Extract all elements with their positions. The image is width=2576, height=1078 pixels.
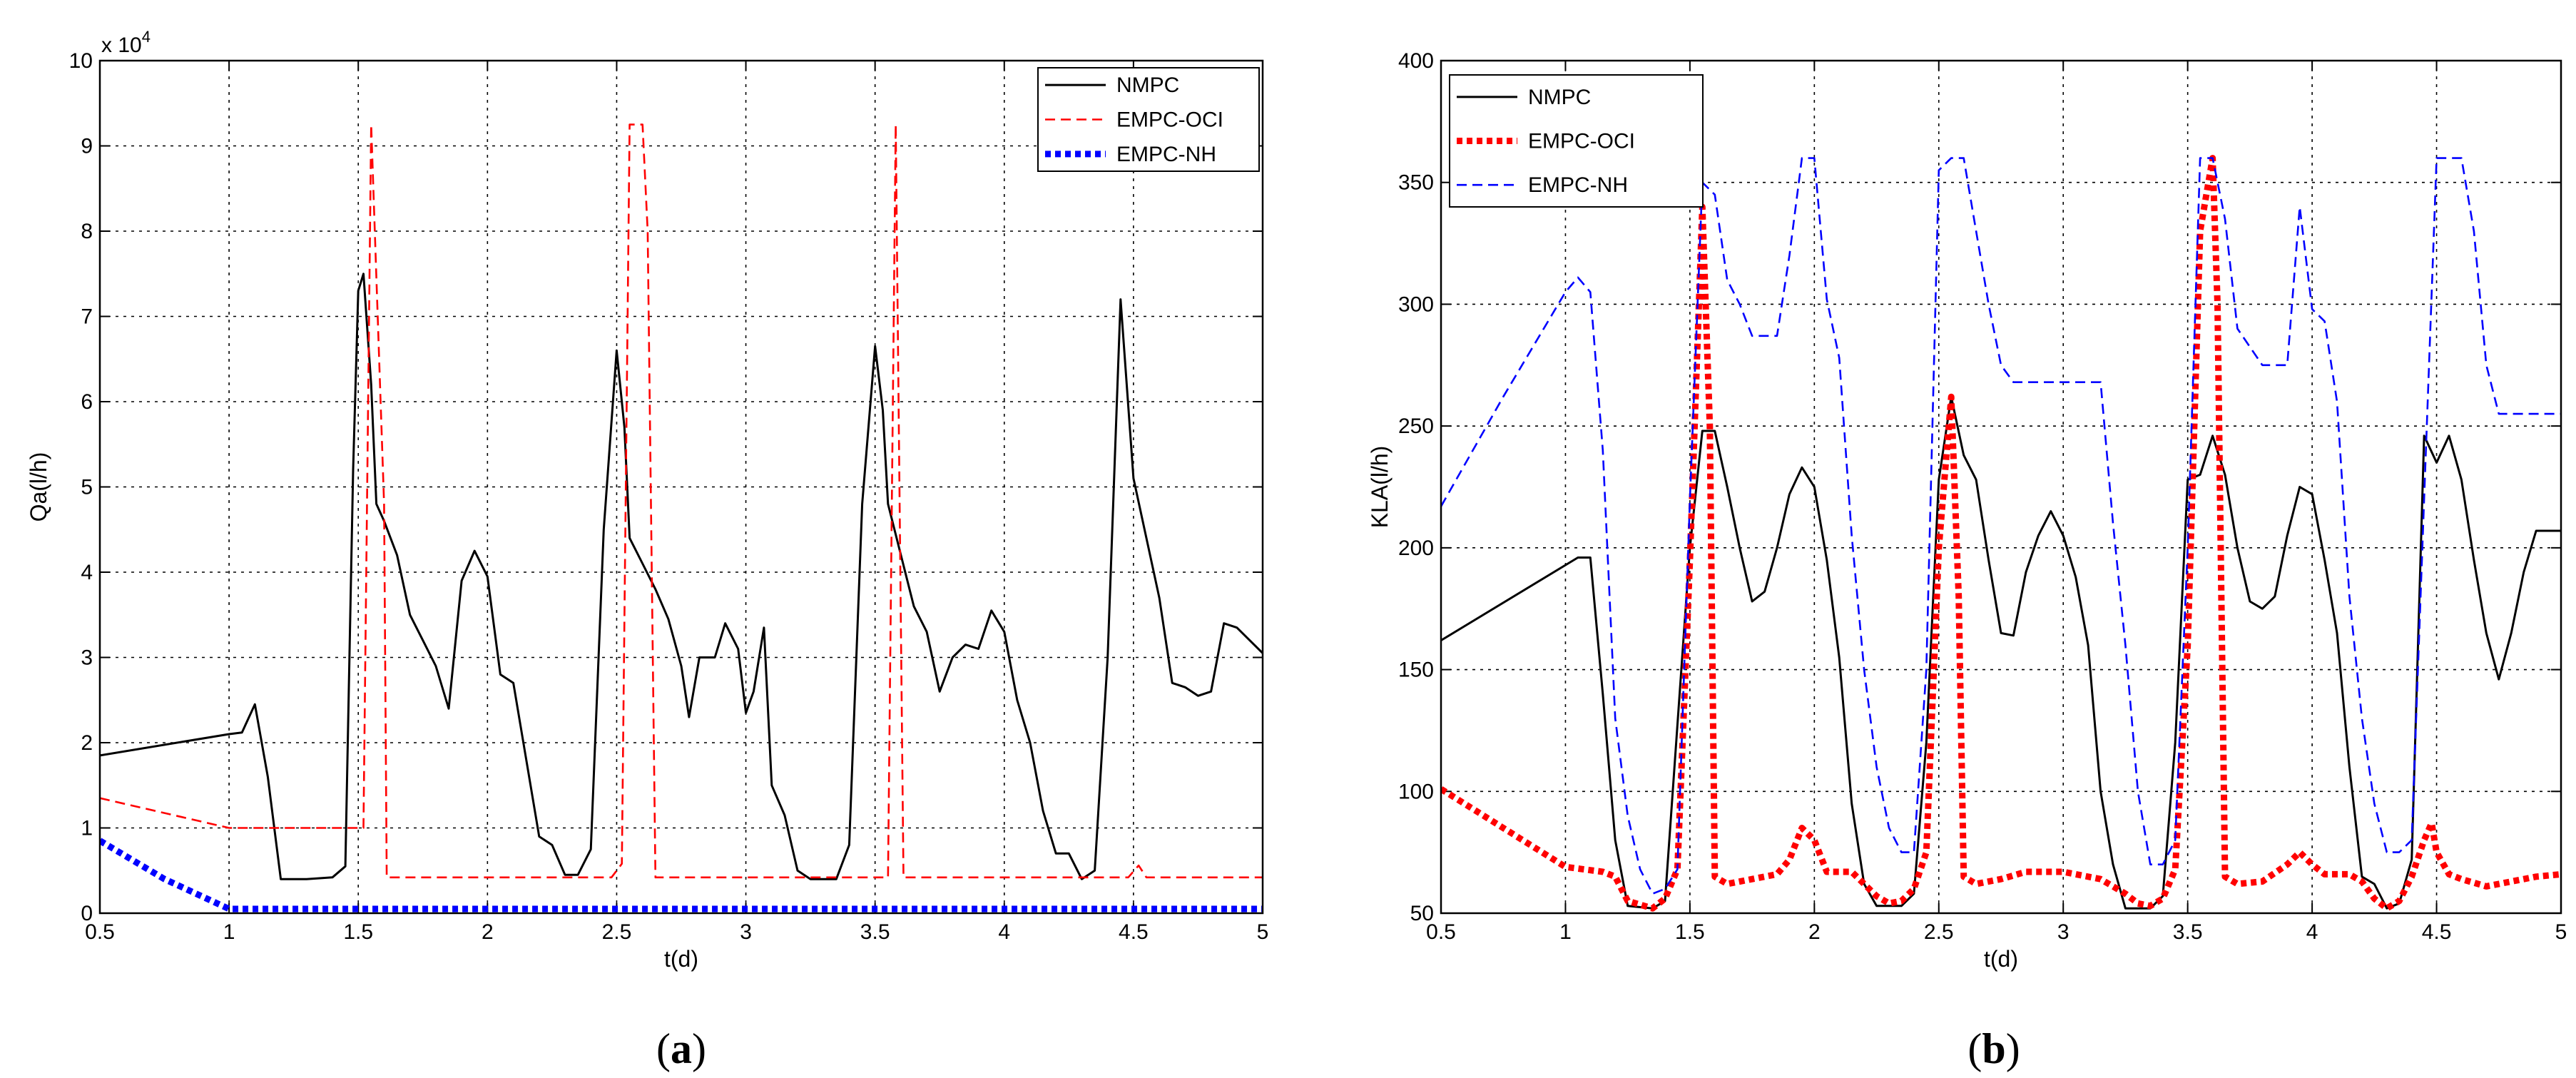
series-line-empc-oci	[100, 123, 1263, 879]
y-axis-label: Qa(l/h)	[26, 452, 51, 522]
y-tick-label: 250	[1398, 415, 1434, 438]
legend-label: EMPC-OCI	[1528, 130, 1635, 153]
y-axis-label: KLA(l/h)	[1367, 446, 1393, 529]
y-tick-label: 4	[81, 561, 93, 584]
y-exponent-label: x 104	[101, 28, 151, 57]
y-tick-label: 0	[81, 902, 93, 925]
x-tick-label: 4	[998, 920, 1010, 944]
x-tick-label: 2	[1808, 920, 1821, 944]
x-tick-label: 1.5	[1675, 920, 1705, 944]
y-tick-label: 5	[81, 476, 93, 499]
y-tick-label: 350	[1398, 171, 1434, 195]
chart-caption: (b)	[1967, 1025, 2020, 1072]
legend-label: NMPC	[1528, 86, 1591, 109]
x-tick-label: 5	[1257, 920, 1269, 944]
x-tick-label: 3.5	[860, 920, 890, 944]
x-tick-label: 5	[2555, 920, 2567, 944]
x-axis-label: t(d)	[1984, 946, 2018, 972]
chart-caption: (a)	[656, 1025, 706, 1072]
caption-letter: b	[1982, 1025, 2005, 1072]
x-tick-label: 0.5	[85, 920, 115, 944]
y-tick-label: 100	[1398, 780, 1434, 803]
y-tick-label: 9	[81, 135, 93, 158]
y-tick-label: 2	[81, 731, 93, 755]
y-tick-label: 200	[1398, 537, 1434, 560]
x-tick-label: 0.5	[1426, 920, 1456, 944]
y-tick-label: 150	[1398, 659, 1434, 682]
legend-label: EMPC-OCI	[1116, 108, 1223, 132]
x-tick-label: 1.5	[343, 920, 373, 944]
x-axis-label: t(d)	[664, 946, 698, 972]
x-tick-label: 4.5	[1119, 920, 1149, 944]
x-tick-label: 1	[1559, 920, 1572, 944]
plot-frame	[1440, 59, 2562, 915]
y-tick-label: 300	[1398, 293, 1434, 316]
y-tick-label: 8	[81, 220, 93, 243]
legend-label: EMPC-NH	[1528, 173, 1628, 197]
y-tick-label: 3	[81, 646, 93, 670]
x-tick-label: 3	[740, 920, 752, 944]
plot-frame	[98, 59, 1264, 915]
y-tick-label: 400	[1398, 49, 1434, 73]
y-tick-label: 10	[69, 49, 93, 73]
x-tick-label: 3.5	[2173, 920, 2203, 944]
x-tick-label: 2.5	[602, 920, 632, 944]
legend-label: NMPC	[1116, 73, 1179, 97]
caption-close: )	[2006, 1025, 2020, 1072]
y-tick-label: 50	[1410, 902, 1434, 925]
chart-b: 0.5 1 1.5 2 2.5 3 3.5 4 4.5 5 50 100 150 200 250 300 350…	[1367, 49, 2567, 1072]
caption-letter: a	[671, 1025, 692, 1072]
series-line-empc-nh	[100, 838, 1263, 912]
caption-open: (	[1967, 1025, 1982, 1072]
exponent-power: 4	[142, 28, 151, 46]
y-tick-label: 6	[81, 390, 93, 414]
legend-label: EMPC-NH	[1116, 143, 1216, 166]
x-tick-label: 1	[223, 920, 235, 944]
series-line-empc-oci	[1441, 155, 2561, 912]
x-tick-label: 2	[482, 920, 494, 944]
x-tick-label: 3	[2057, 920, 2070, 944]
y-tick-label: 1	[81, 817, 93, 840]
caption-open: (	[656, 1025, 671, 1072]
x-tick-label: 4	[2306, 920, 2318, 944]
caption-close: )	[692, 1025, 706, 1072]
x-tick-label: 4.5	[2422, 920, 2452, 944]
x-tick-label: 2.5	[1924, 920, 1954, 944]
y-tick-label: 7	[81, 305, 93, 329]
exponent-base: x 10	[101, 34, 142, 57]
